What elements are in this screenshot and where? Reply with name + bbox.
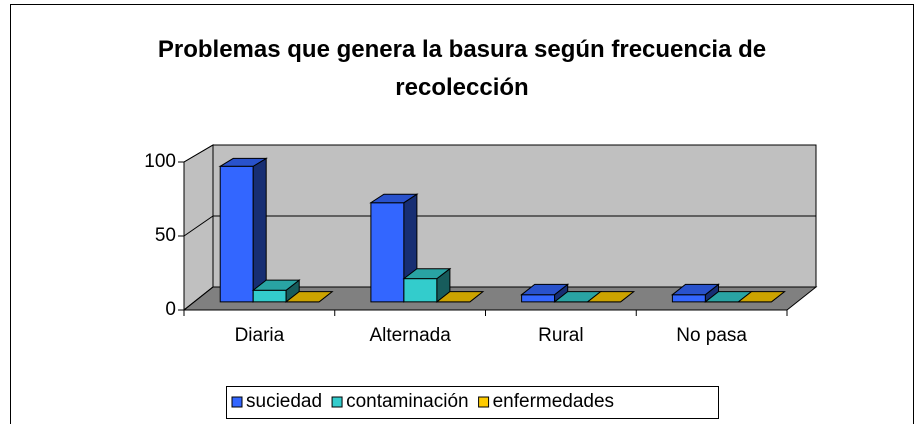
bar-front <box>521 294 556 303</box>
y-tick-label: 100 <box>144 151 176 172</box>
x-tick-label: No pasa <box>676 325 747 346</box>
bar <box>435 291 485 303</box>
legend-swatch <box>331 396 343 408</box>
x-tick-label: Alternada <box>369 325 451 346</box>
legend-label: enfermedades <box>493 391 614 412</box>
bar <box>520 283 570 303</box>
legend-box <box>226 386 719 419</box>
bar-front <box>403 278 438 303</box>
legend-swatch <box>478 396 490 408</box>
bar-front <box>671 294 706 303</box>
bar <box>736 291 786 303</box>
chart-title: Problemas que genera la basura según fre… <box>157 36 767 101</box>
y-tick-label: 0 <box>165 299 176 320</box>
bar-top <box>586 291 636 303</box>
grid-line <box>183 144 816 163</box>
x-tick-label: Rural <box>538 325 583 346</box>
legend-label: contaminación <box>346 391 469 412</box>
bar-top <box>284 291 334 303</box>
bar <box>586 291 636 303</box>
bar <box>218 157 268 303</box>
bar <box>284 291 334 303</box>
bar-top <box>670 283 720 296</box>
legend-swatch <box>231 396 243 408</box>
grid-line <box>183 215 816 237</box>
bar <box>402 267 452 303</box>
x-tick-label: Diaria <box>235 325 285 346</box>
legend-label: suciedad <box>246 391 322 412</box>
y-tick-label: 50 <box>155 225 176 246</box>
bar-top <box>218 157 268 167</box>
bar <box>670 283 720 303</box>
bar-top <box>369 193 419 204</box>
bar-front <box>252 289 287 303</box>
grid-line <box>183 286 816 311</box>
bar-front <box>370 202 405 303</box>
bar-front <box>219 165 254 303</box>
bar-top <box>736 291 786 303</box>
bar <box>251 279 301 303</box>
bar-top <box>251 279 301 291</box>
bar-side <box>252 157 267 303</box>
bar-top <box>435 291 485 303</box>
bar-top <box>402 268 452 280</box>
side-wall <box>183 144 214 312</box>
bar-top <box>520 283 570 296</box>
